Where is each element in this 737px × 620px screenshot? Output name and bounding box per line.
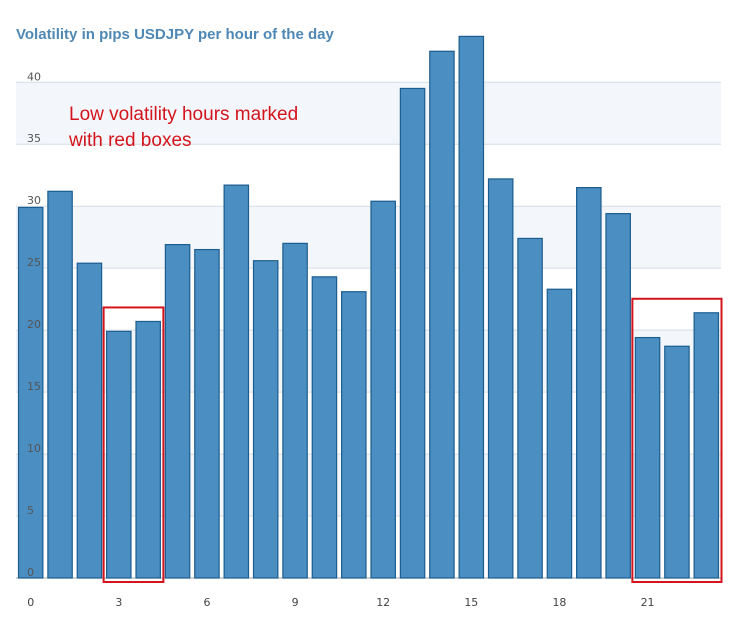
y-tick-label: 15: [27, 380, 41, 393]
background-band: [16, 516, 721, 578]
bar: [429, 50, 455, 579]
bar: [693, 312, 720, 579]
bar: [252, 260, 279, 579]
highlight-box: [631, 297, 723, 583]
y-tick-label: 35: [27, 132, 41, 145]
bar: [517, 237, 543, 579]
highlight-box: [102, 306, 165, 583]
x-tick-label: 3: [115, 596, 122, 609]
bar: [164, 244, 191, 579]
background-band: [16, 82, 721, 145]
bar: [76, 262, 103, 579]
background-band: [16, 268, 721, 331]
gridlines: [16, 81, 721, 517]
x-tick-label: 0: [27, 596, 34, 609]
bar: [47, 190, 73, 579]
bar: [546, 288, 573, 579]
bar: [634, 336, 661, 579]
x-tick-label: 18: [552, 596, 566, 609]
bar: [458, 35, 485, 579]
y-tick-label: 40: [27, 70, 41, 83]
bar: [311, 276, 338, 579]
background-band: [16, 392, 721, 455]
x-tick-label: 21: [641, 596, 655, 609]
bar: [135, 320, 161, 579]
bar: [605, 213, 631, 579]
x-tick-label: 15: [464, 596, 478, 609]
bar: [223, 184, 250, 579]
y-tick-label: 30: [27, 194, 41, 207]
annotation-line-2: with red boxes: [68, 130, 192, 151]
bars: [17, 35, 720, 579]
bar: [194, 248, 220, 579]
highlight-boxes: [102, 297, 723, 583]
background-bands: [16, 24, 721, 578]
x-tick-label: 12: [376, 596, 390, 609]
bar: [664, 345, 690, 579]
background-band: [16, 206, 721, 269]
x-tick-label: 6: [203, 596, 210, 609]
y-tick-label: 0: [27, 566, 34, 579]
background-band: [16, 454, 721, 517]
bar: [106, 330, 132, 579]
bar: [370, 200, 396, 579]
y-tick-label: 20: [27, 318, 41, 331]
background-band: [16, 330, 721, 393]
annotation-line-1: Low volatility hours marked: [69, 104, 298, 125]
bar: [282, 242, 308, 579]
x-tick-label: 9: [292, 596, 299, 609]
background-band: [16, 144, 721, 207]
y-tick-label: 5: [27, 504, 34, 517]
bar: [341, 291, 367, 579]
bar: [399, 87, 426, 579]
chart-title: Volatility in pips USDJPY per hour of th…: [16, 26, 334, 43]
y-tick-label: 10: [27, 442, 41, 455]
x-tick-labels: 0 3 6 9 12 15 18 21: [27, 596, 654, 609]
y-tick-labels: 0 5 10 15 20 25 30 35 40: [27, 70, 41, 579]
bar: [17, 206, 44, 579]
background-band: [16, 24, 721, 83]
y-tick-label: 25: [27, 256, 41, 269]
bar: [487, 178, 514, 579]
bar: [576, 186, 602, 579]
